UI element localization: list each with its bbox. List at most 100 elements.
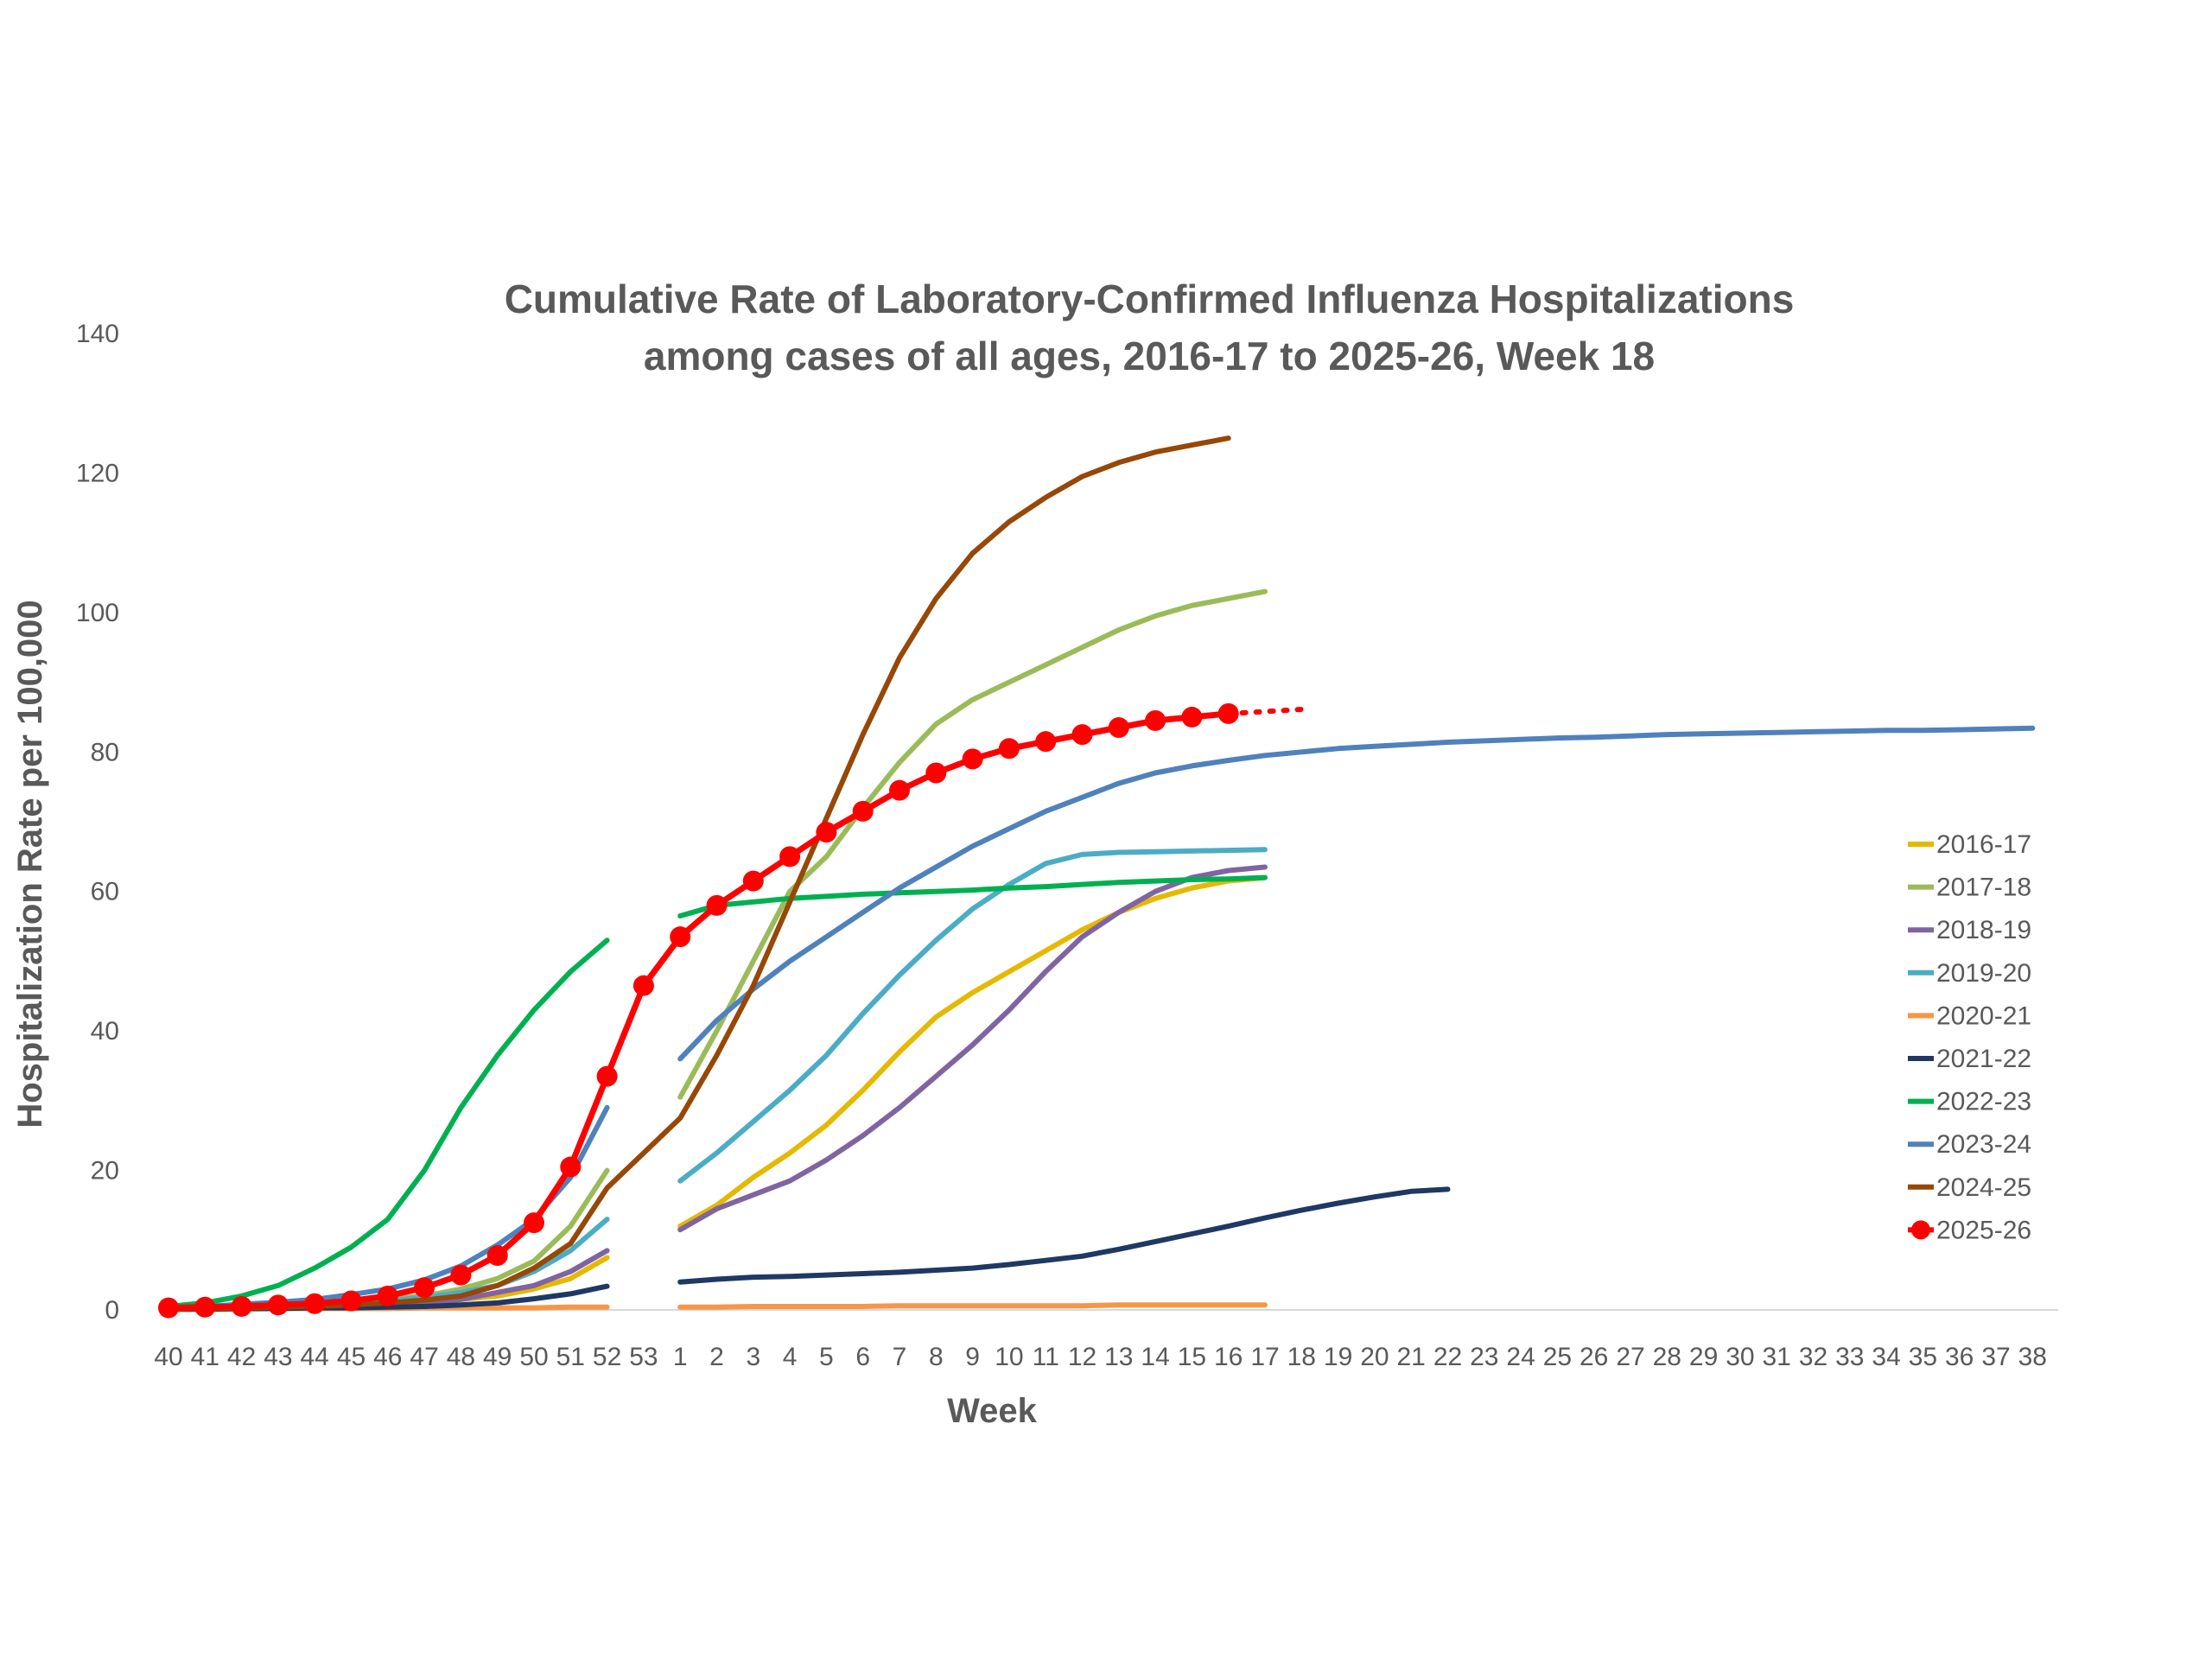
x-tick-label: 44 bbox=[301, 1343, 329, 1371]
x-tick-label: 8 bbox=[929, 1343, 944, 1371]
x-tick-label: 24 bbox=[1506, 1343, 1535, 1371]
series-2016-17 bbox=[166, 874, 1268, 1313]
x-tick-label: 37 bbox=[1981, 1343, 2010, 1371]
y-tick-label: 40 bbox=[91, 1017, 119, 1046]
legend-label: 2023-24 bbox=[1936, 1130, 2031, 1159]
y-tick-label: 120 bbox=[76, 459, 119, 487]
data-point bbox=[596, 1065, 618, 1087]
data-point bbox=[1145, 709, 1166, 731]
x-tick-label: 15 bbox=[1178, 1343, 1206, 1371]
x-tick-label: 34 bbox=[1872, 1343, 1900, 1371]
legend-label: 2019-20 bbox=[1936, 959, 2031, 988]
x-tick-label: 51 bbox=[556, 1343, 585, 1371]
x-tick-label: 14 bbox=[1141, 1343, 1169, 1371]
y-tick-label: 100 bbox=[76, 599, 119, 627]
legend-item: 2020-21 bbox=[1908, 1001, 2031, 1030]
legend-marker bbox=[1911, 1220, 1930, 1240]
x-tick-label: 19 bbox=[1324, 1343, 1352, 1371]
chart-title-line-2: among cases of all ages, 2016-17 to 2025… bbox=[644, 334, 1655, 378]
x-tick-label: 21 bbox=[1397, 1343, 1426, 1371]
data-point bbox=[962, 748, 983, 770]
data-point bbox=[1217, 702, 1239, 724]
x-tick-label: 45 bbox=[337, 1343, 365, 1371]
y-axis-title: Hospitalization Rate per 100,000 bbox=[11, 600, 49, 1128]
x-tick-label: 38 bbox=[2018, 1343, 2047, 1371]
data-point bbox=[779, 846, 801, 868]
x-tick-label: 18 bbox=[1287, 1343, 1316, 1371]
data-point bbox=[998, 738, 1020, 760]
data-point bbox=[706, 894, 728, 916]
x-tick-label: 43 bbox=[264, 1343, 292, 1371]
legend-label: 2017-18 bbox=[1936, 874, 2031, 902]
x-tick-label: 29 bbox=[1689, 1343, 1718, 1371]
x-tick-label: 23 bbox=[1470, 1343, 1498, 1371]
data-point bbox=[852, 800, 874, 822]
series-2018-19 bbox=[166, 864, 1268, 1313]
legend-label: 2018-19 bbox=[1936, 916, 2031, 944]
data-point bbox=[450, 1264, 472, 1286]
x-tick-label: 36 bbox=[1945, 1343, 1974, 1371]
series-2024-25 bbox=[166, 435, 1231, 1313]
x-axis-ticks: 40 41 42 43 44 45 46 47 48 49 50 51 52 53 1 2 3 4 5 6 7 8 9 10 1… bbox=[154, 1343, 2047, 1371]
x-axis-title: Week bbox=[947, 1392, 1038, 1430]
legend-label: 2016-17 bbox=[1936, 830, 2031, 859]
x-tick-label: 9 bbox=[965, 1343, 980, 1371]
legend-item: 2017-18 bbox=[1908, 874, 2031, 902]
data-point bbox=[1108, 717, 1129, 739]
legend-item: 2023-24 bbox=[1908, 1130, 2031, 1159]
legend-item: 2022-23 bbox=[1908, 1088, 2031, 1116]
y-tick-label: 140 bbox=[76, 320, 119, 348]
legend-label: 2022-23 bbox=[1936, 1088, 2031, 1116]
x-tick-label: 13 bbox=[1104, 1343, 1133, 1371]
x-tick-label: 3 bbox=[746, 1343, 760, 1371]
legend-item: 2021-22 bbox=[1908, 1045, 2031, 1073]
legend-item: 2018-19 bbox=[1908, 916, 2031, 944]
legend-label: 2025-26 bbox=[1936, 1216, 2031, 1244]
series-line bbox=[677, 725, 2036, 1062]
data-point bbox=[1181, 706, 1203, 728]
data-point bbox=[524, 1212, 544, 1234]
x-tick-label: 41 bbox=[191, 1343, 219, 1371]
data-point bbox=[742, 870, 764, 892]
series-line bbox=[677, 847, 1268, 1184]
x-tick-label: 27 bbox=[1616, 1343, 1644, 1371]
x-tick-label: 12 bbox=[1068, 1343, 1096, 1371]
x-tick-label: 22 bbox=[1433, 1343, 1462, 1371]
x-tick-label: 40 bbox=[154, 1343, 182, 1371]
x-tick-label: 48 bbox=[447, 1343, 475, 1371]
x-tick-label: 42 bbox=[227, 1343, 256, 1371]
series-line bbox=[166, 938, 610, 1309]
data-point bbox=[377, 1285, 398, 1306]
x-tick-label: 6 bbox=[855, 1343, 870, 1371]
x-tick-label: 33 bbox=[1835, 1343, 1864, 1371]
x-tick-label: 10 bbox=[995, 1343, 1023, 1371]
series-line bbox=[677, 864, 1268, 1233]
data-point bbox=[670, 926, 691, 948]
legend: 2016-17 2017-18 2018-19 2019-20 2020-21 2021-… bbox=[1908, 830, 2031, 1244]
data-point bbox=[158, 1297, 179, 1319]
x-tick-label: 2 bbox=[709, 1343, 724, 1371]
series-2017-18 bbox=[166, 588, 1268, 1311]
data-point bbox=[486, 1245, 508, 1267]
x-tick-label: 53 bbox=[629, 1343, 658, 1371]
y-tick-label: 60 bbox=[91, 878, 119, 906]
legend-item: 2024-25 bbox=[1908, 1173, 2031, 1202]
x-tick-label: 31 bbox=[1763, 1343, 1791, 1371]
legend-label: 2020-21 bbox=[1936, 1001, 2031, 1030]
legend-label: 2024-25 bbox=[1936, 1173, 2031, 1202]
legend-item: 2025-26 bbox=[1908, 1216, 2031, 1244]
x-tick-label: 5 bbox=[819, 1343, 834, 1371]
data-point bbox=[304, 1293, 326, 1314]
data-point bbox=[231, 1295, 252, 1317]
data-point bbox=[267, 1294, 289, 1316]
series-layer bbox=[158, 435, 2036, 1319]
data-point bbox=[632, 975, 654, 996]
data-point bbox=[925, 762, 947, 784]
x-tick-label: 20 bbox=[1360, 1343, 1389, 1371]
series-2023-24 bbox=[166, 725, 2036, 1311]
x-tick-label: 26 bbox=[1580, 1343, 1608, 1371]
data-point bbox=[340, 1290, 362, 1312]
data-point bbox=[560, 1156, 582, 1178]
series-line bbox=[677, 1186, 1451, 1285]
